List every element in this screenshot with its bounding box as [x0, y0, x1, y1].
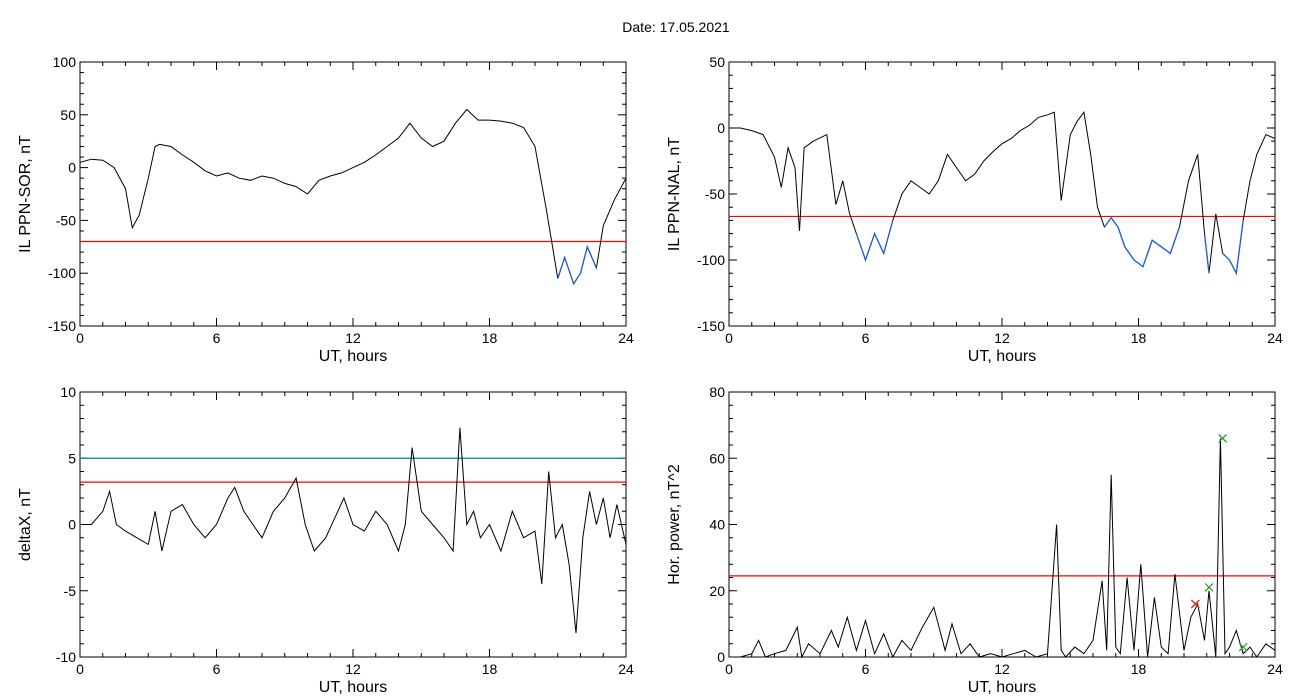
x-tick-label: 24 [1267, 330, 1283, 346]
y-tick-label: 0 [68, 517, 76, 533]
page-title: Date: 17.05.2021 [622, 19, 730, 35]
peak-marker [1204, 582, 1214, 592]
x-tick-label: 12 [345, 661, 361, 677]
plot-frame [728, 61, 1276, 327]
panel-hor-power: 0 6 12 18 24 0 20 40 60 80 UT, hours Hor. power, nT… [666, 384, 1283, 696]
y-tick-label: -100 [48, 265, 76, 281]
y-axis-label: IL PPN-NAL, nT [666, 137, 683, 251]
y-axis-label: deltaX, nT [17, 488, 34, 561]
x-tick-label: 12 [345, 330, 361, 346]
series-line [79, 108, 627, 285]
series-line [80, 427, 627, 634]
plot-frame [79, 61, 627, 327]
y-tick-label: 0 [717, 649, 725, 665]
x-tick-label: 0 [76, 661, 84, 677]
x-tick-label: 24 [1267, 661, 1283, 677]
x-tick-label: 6 [213, 330, 221, 346]
x-tick-label: 24 [618, 330, 634, 346]
x-tick-label: 6 [862, 330, 870, 346]
x-axis-label: UT, hours [319, 679, 387, 696]
x-tick-label: 18 [1131, 330, 1147, 346]
y-tick-label: -50 [705, 186, 725, 202]
series-line [729, 438, 1276, 659]
x-tick-label: 6 [213, 661, 221, 677]
below-threshold-segment [855, 220, 894, 262]
x-tick-label: 0 [725, 330, 733, 346]
y-axis-label: Hor. power, nT^2 [666, 464, 683, 585]
series-line [729, 110, 1276, 275]
y-axis-label: IL PPN-SOR, nT [17, 135, 34, 253]
y-tick-label: -100 [697, 252, 725, 268]
x-tick-label: 18 [1131, 661, 1147, 677]
y-tick-label: 0 [717, 120, 725, 136]
x-tick-label: 12 [994, 330, 1010, 346]
peak-marker [1190, 599, 1200, 609]
below-threshold-segment [1203, 233, 1210, 274]
x-tick-label: 18 [482, 330, 498, 346]
y-tick-label: -10 [56, 649, 76, 665]
y-tick-label: 100 [53, 54, 77, 70]
x-tick-label: 0 [725, 661, 733, 677]
peak-marker [1218, 433, 1228, 443]
below-threshold-segment [1103, 216, 1181, 268]
y-tick-label: 50 [60, 107, 76, 123]
y-tick-label: -150 [697, 318, 725, 334]
x-axis-label: UT, hours [319, 348, 387, 365]
x-tick-label: 6 [862, 661, 870, 677]
plot-frame [728, 391, 1276, 658]
y-tick-label: 20 [709, 583, 725, 599]
x-tick-label: 12 [994, 661, 1010, 677]
y-tick-label: 10 [60, 384, 76, 400]
below-threshold-segment [1222, 220, 1244, 276]
y-tick-label: 60 [709, 450, 725, 466]
x-axis-label: UT, hours [968, 348, 1036, 365]
peak-marker [1238, 642, 1248, 652]
panel-il-ppn-nal: 0 6 12 18 24 -150 -100 -50 0 50 UT, hours IL PPN-NA… [666, 54, 1283, 365]
y-tick-label: 40 [709, 517, 725, 533]
x-axis-label: UT, hours [968, 679, 1036, 696]
x-tick-label: 0 [76, 330, 84, 346]
y-tick-label: -5 [64, 583, 77, 599]
y-tick-label: -150 [48, 318, 76, 334]
x-tick-label: 18 [482, 661, 498, 677]
y-tick-label: 5 [68, 450, 76, 466]
x-tick-label: 24 [618, 661, 634, 677]
panel-delta-x: 0 6 12 18 24 -10 -5 0 5 10 UT, hours deltaX, nT [17, 384, 634, 696]
below-threshold-segment [557, 244, 597, 286]
y-tick-label: 50 [709, 54, 725, 70]
panel-il-ppn-sor: 0 6 12 18 24 -150 -100 -50 0 50 100 UT, hours IL PPN… [17, 54, 634, 365]
y-tick-label: 0 [68, 160, 76, 176]
y-tick-label: 80 [709, 384, 725, 400]
y-tick-label: -50 [56, 212, 76, 228]
